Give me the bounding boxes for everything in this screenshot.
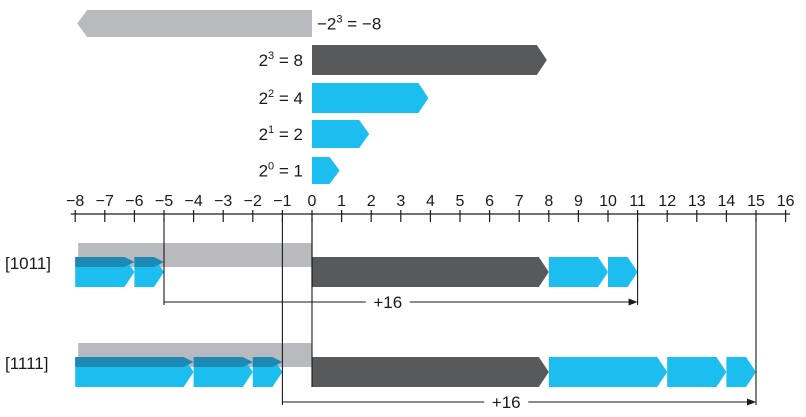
offset-label-bg	[365, 292, 410, 312]
tick-label: 4	[426, 193, 435, 210]
pos-side-bit-2	[667, 357, 727, 387]
pos-side-bit-1	[726, 357, 756, 387]
tick-label: −1	[273, 193, 291, 210]
tick-label: 0	[308, 193, 317, 210]
tick-label: −4	[184, 193, 202, 210]
offset-arrowhead	[747, 398, 756, 406]
tick-label: 1	[337, 193, 346, 210]
pos-side-bit-2	[548, 257, 608, 287]
bit-arrow-8	[312, 257, 549, 287]
tick-label: −3	[214, 193, 232, 210]
weight-label-2: 21 = 2	[259, 124, 303, 144]
tick-label: −6	[125, 193, 143, 210]
weight-bar-4	[312, 83, 429, 113]
tick-label: 9	[574, 193, 583, 210]
weight-bar-8	[312, 45, 547, 75]
tick-label: 14	[718, 193, 736, 210]
weight-label-4: 22 = 4	[259, 88, 303, 108]
neg-side-bit-overlap-2	[193, 357, 253, 367]
weight-bar-1	[312, 157, 340, 184]
weight-bar-neg8	[77, 10, 312, 37]
weight-label-8: 23 = 8	[259, 50, 303, 70]
tick-label: −7	[96, 193, 114, 210]
tick-label: 8	[544, 193, 553, 210]
offset-arrowhead	[628, 298, 638, 306]
offset-label-bg	[484, 392, 529, 412]
row-label-1111: [1111]	[5, 354, 48, 373]
tick-label: 10	[599, 193, 617, 210]
pos-side-bit-1	[608, 257, 638, 287]
tick-label: 11	[629, 193, 646, 210]
offset-label: +16	[492, 393, 521, 412]
neg-side-bit-overlap-2	[75, 257, 135, 267]
tick-label: 12	[658, 193, 676, 210]
tick-label: 7	[515, 193, 524, 210]
weight-label-1: 20 = 1	[259, 161, 303, 181]
row-label-1011: [1011]	[5, 254, 51, 273]
tick-label: 15	[747, 193, 765, 210]
tick-label: −2	[244, 193, 262, 210]
offset-label: +16	[373, 293, 402, 312]
neg-side-bit-overlap-1	[252, 357, 283, 367]
tick-label: 13	[688, 193, 706, 210]
tick-label: 6	[485, 193, 494, 210]
tick-label: 2	[367, 193, 376, 210]
tick-label: 3	[396, 193, 405, 210]
neg-side-bit-overlap-4	[75, 357, 194, 367]
weight-label-neg8: −23 = −8	[317, 14, 381, 34]
tick-label: −8	[66, 193, 84, 210]
tick-label: 5	[456, 193, 465, 210]
pos-side-bit-4	[548, 357, 668, 387]
bit-arrow-8	[312, 357, 549, 387]
tick-label: 16	[777, 193, 795, 210]
weight-bar-2	[312, 120, 370, 148]
tick-label: −5	[155, 193, 173, 210]
neg-side-bit-overlap-1	[134, 257, 164, 267]
